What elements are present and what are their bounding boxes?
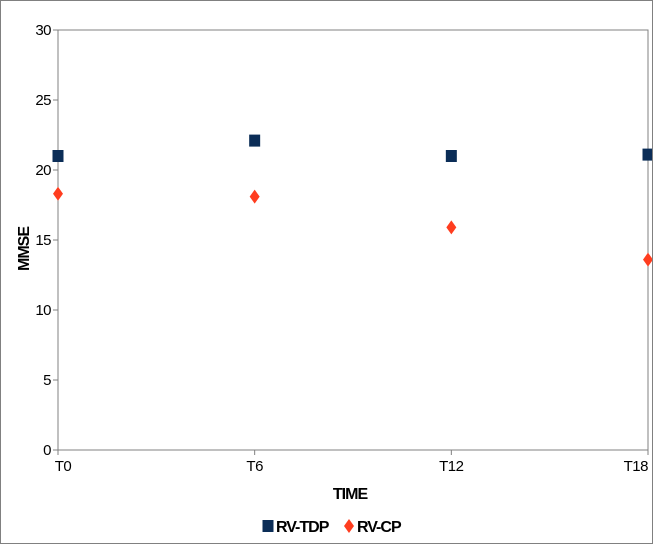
x-tick-label: T0 [55, 458, 72, 475]
data-point-series-1 [249, 134, 261, 147]
y-tick-label: 10 [35, 302, 51, 319]
data-point-series-1 [445, 150, 457, 162]
data-points [52, 134, 652, 267]
data-point-series-2 [53, 186, 63, 201]
x-axis-title: TIME [333, 486, 369, 503]
y-tick-label: 25 [35, 92, 51, 109]
data-point-series-1 [52, 150, 64, 162]
y-tick-label: 0 [43, 442, 51, 459]
x-tick-label: T18 [624, 458, 649, 475]
x-axis: T0 T6 T12 T18 [55, 450, 649, 475]
data-point-series-2 [249, 189, 260, 204]
legend: RV-TDP RV-CP [262, 519, 403, 536]
legend-marker-series-1 [262, 520, 274, 532]
data-point-series-2 [446, 220, 457, 235]
y-axis: 0 5 10 15 20 25 30 [35, 22, 58, 459]
y-axis-title: MMSE [16, 226, 33, 271]
y-tick-label: 30 [35, 22, 51, 39]
x-tick-label: T6 [246, 458, 263, 475]
plot-area [57, 29, 649, 451]
y-tick-label: 5 [43, 372, 51, 389]
data-point-series-1 [642, 148, 652, 161]
legend-label-series-2: RV-CP [357, 519, 402, 536]
y-tick-label: 20 [35, 162, 51, 179]
x-tick-label: T12 [439, 458, 464, 475]
legend-label-series-1: RV-TDP [276, 519, 330, 536]
data-point-series-2 [643, 252, 652, 267]
legend-marker-series-2 [344, 519, 354, 533]
plot-border [57, 29, 649, 451]
y-tick-label: 15 [35, 232, 51, 249]
